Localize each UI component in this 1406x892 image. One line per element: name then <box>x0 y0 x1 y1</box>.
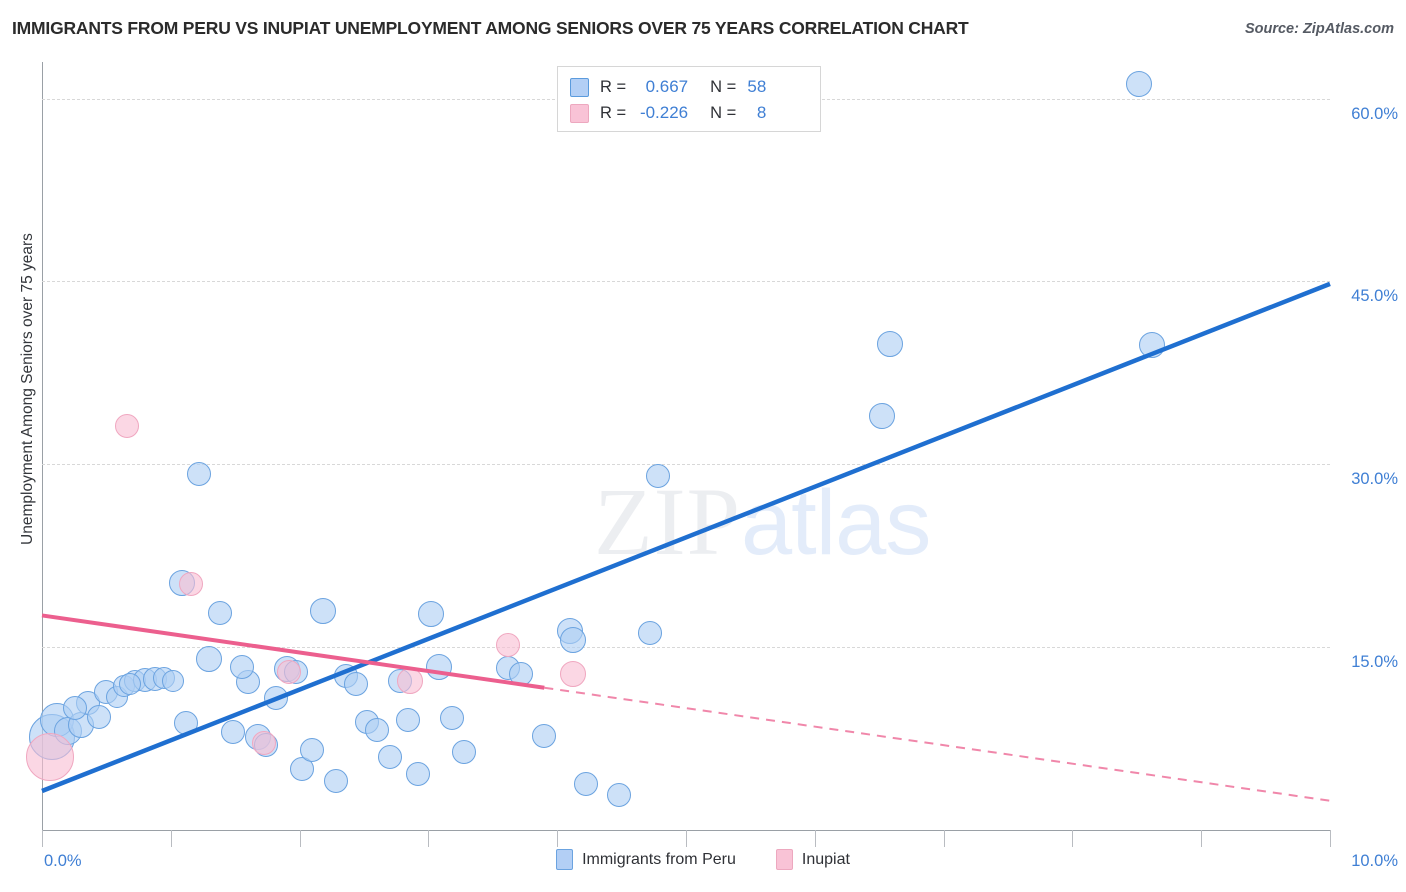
scatter-point <box>364 718 389 743</box>
legend-item-immigrants-from-peru[interactable]: Immigrants from Peru <box>556 849 736 870</box>
scatter-point <box>559 660 586 687</box>
x-axis-tick <box>428 830 430 847</box>
scatter-point <box>25 732 74 781</box>
scatter-point <box>251 731 276 756</box>
trend-line-pink-dashed <box>544 686 1331 802</box>
scatter-point <box>417 601 444 628</box>
scatter-point <box>220 720 245 745</box>
y-axis-title: Unemployment Among Seniors over 75 years <box>19 233 36 545</box>
gridline <box>42 647 1330 649</box>
legend-item-inupiat[interactable]: Inupiat <box>775 849 850 870</box>
blue-r-label: R = <box>600 77 627 96</box>
y-axis-line <box>42 62 43 830</box>
x-axis-tick <box>557 830 559 847</box>
x-axis-tick <box>814 830 816 847</box>
legend-marker-blue-icon <box>556 849 574 870</box>
scatter-point <box>1126 70 1153 97</box>
scatter-point <box>344 671 369 696</box>
scatter-point <box>645 464 670 489</box>
scatter-point <box>406 761 431 786</box>
x-axis-tick <box>686 830 687 847</box>
scatter-point <box>277 659 302 684</box>
y-axis-tick-label: 45.0% <box>1351 287 1398 306</box>
scatter-point <box>868 402 895 429</box>
correlation-legend: R = 0.667 N = 58 R = -0.226 N = 8 <box>557 66 821 132</box>
blue-r-value: 0.667 <box>645 77 689 96</box>
scatter-point <box>377 744 402 769</box>
gridline <box>42 281 1330 283</box>
scatter-point <box>86 704 111 729</box>
scatter-point <box>196 646 223 673</box>
series-legend: Immigrants from Peru Inupiat <box>0 849 1406 870</box>
y-axis-tick-label: 30.0% <box>1351 470 1398 489</box>
scatter-point <box>607 782 632 807</box>
x-axis-min-label: 0.0% <box>44 852 82 870</box>
trend-line-pink-solid <box>41 613 545 690</box>
x-axis-tick <box>1072 830 1074 847</box>
scatter-point <box>496 632 521 657</box>
scatter-point <box>118 672 141 695</box>
x-axis-tick <box>1330 830 1331 847</box>
scatter-point <box>207 601 232 625</box>
scatter-point <box>876 330 903 357</box>
x-axis-tick <box>42 830 43 847</box>
scatter-point <box>559 626 586 653</box>
blue-n-value: 58 <box>747 77 767 96</box>
y-axis-tick-label: 60.0% <box>1351 104 1398 123</box>
pink-r-label: R = <box>600 103 627 122</box>
legend-label-pink: Inupiat <box>801 850 850 868</box>
scatter-point <box>300 737 325 762</box>
pink-n-value: 8 <box>756 103 767 122</box>
gridline <box>42 464 1330 466</box>
scatter-point <box>187 462 212 487</box>
x-axis-max-label: 10.0% <box>1351 852 1398 870</box>
x-axis-tick <box>170 830 172 847</box>
legend-row-blue: R = 0.667 N = 58 <box>570 74 810 100</box>
plot-area: ZIPatlas <box>25 62 1331 830</box>
legend-marker-pink-icon <box>775 849 793 870</box>
trend-line-blue <box>41 281 1331 794</box>
scatter-point <box>162 670 185 693</box>
scatter-point <box>309 597 336 624</box>
scatter-point <box>264 686 289 711</box>
scatter-point <box>452 739 477 764</box>
x-axis-tick <box>299 830 301 847</box>
source-label: Source: ZipAtlas.com <box>1244 21 1394 37</box>
trend-lines <box>41 281 1331 802</box>
page-title: IMMIGRANTS FROM PERU VS INUPIAT UNEMPLOY… <box>12 18 969 38</box>
scatter-point <box>532 724 557 749</box>
legend-swatch-pink-icon <box>570 103 589 123</box>
scatter-point <box>179 571 204 596</box>
x-axis-tick <box>1201 830 1203 847</box>
legend-label-blue: Immigrants from Peru <box>582 850 736 868</box>
legend-swatch-blue-icon <box>570 77 589 97</box>
scatter-point <box>395 708 420 733</box>
scatter-point <box>637 620 662 645</box>
scatter-point <box>323 769 348 794</box>
blue-n-label: N = <box>710 77 737 96</box>
legend-row-pink: R = -0.226 N = 8 <box>570 100 810 126</box>
scatter-point <box>573 771 598 796</box>
x-axis-tick <box>943 830 945 847</box>
scatter-point <box>63 696 88 721</box>
pink-n-label: N = <box>710 103 737 122</box>
y-axis-tick-label: 15.0% <box>1351 653 1398 672</box>
scatter-point <box>397 668 424 695</box>
scatter-point <box>439 705 464 730</box>
scatter-point <box>229 654 254 679</box>
pink-r-value: -0.226 <box>639 103 689 122</box>
scatter-point <box>115 414 139 439</box>
